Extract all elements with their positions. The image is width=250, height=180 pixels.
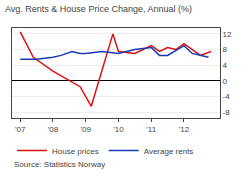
- svg-text:4: 4: [223, 61, 228, 70]
- svg-text:-4: -4: [223, 92, 231, 101]
- svg-text:Average rents: Average rents: [144, 147, 194, 156]
- svg-text:'09: '09: [80, 125, 91, 134]
- svg-text:8: 8: [223, 45, 228, 54]
- svg-text:'10: '10: [113, 125, 124, 134]
- svg-text:'12: '12: [179, 125, 190, 134]
- svg-text:'08: '08: [48, 125, 59, 134]
- svg-text:House prices: House prices: [52, 147, 99, 156]
- svg-text:'11: '11: [146, 125, 156, 134]
- svg-text:'07: '07: [15, 125, 26, 134]
- svg-text:12: 12: [223, 30, 232, 39]
- svg-text:Source: Statistics Norway: Source: Statistics Norway: [14, 160, 105, 169]
- svg-text:-8: -8: [223, 108, 231, 117]
- svg-text:0: 0: [223, 77, 228, 86]
- svg-text:Avg. Rents & House Price Chang: Avg. Rents & House Price Change, Annual …: [5, 4, 192, 14]
